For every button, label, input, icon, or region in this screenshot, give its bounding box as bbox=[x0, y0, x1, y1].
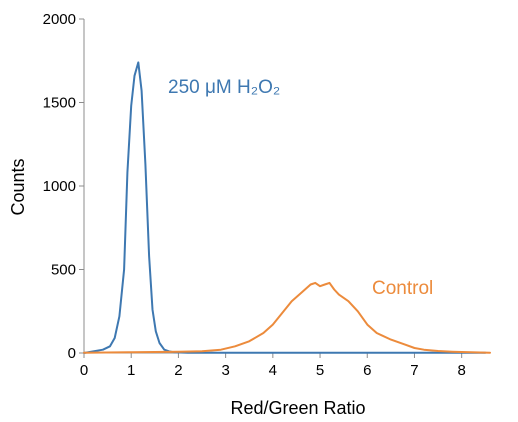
x-tick-label: 4 bbox=[269, 362, 277, 379]
x-tick-label: 8 bbox=[458, 362, 466, 379]
x-tick-label: 6 bbox=[363, 362, 371, 379]
series-layer bbox=[83, 61, 491, 354]
x-axis-title: Red/Green Ratio bbox=[230, 398, 365, 418]
x-tick-label: 7 bbox=[410, 362, 418, 379]
y-axis: 0 500 1000 1500 2000 bbox=[43, 11, 85, 362]
y-tick-label: 1000 bbox=[43, 178, 76, 195]
x-tick-label: 1 bbox=[127, 362, 135, 379]
series-line-2 bbox=[83, 281, 491, 354]
y-tick-label: 2000 bbox=[43, 11, 76, 28]
y-tick-label: 1500 bbox=[43, 95, 76, 112]
x-tick-label: 2 bbox=[174, 362, 182, 379]
y-tick-label: 0 bbox=[68, 345, 76, 362]
x-axis: 0 1 2 3 4 5 6 7 8 bbox=[80, 352, 490, 379]
y-axis-title: Counts bbox=[8, 158, 28, 215]
series-line-1 bbox=[83, 61, 487, 354]
x-tick-label: 5 bbox=[316, 362, 324, 379]
y-tick-label: 500 bbox=[51, 262, 76, 279]
series-label-h2o2: 250 μM H₂O₂ bbox=[168, 77, 280, 98]
x-tick-label: 0 bbox=[80, 362, 88, 379]
series-label-control: Control bbox=[372, 278, 433, 299]
x-tick-label: 3 bbox=[221, 362, 229, 379]
